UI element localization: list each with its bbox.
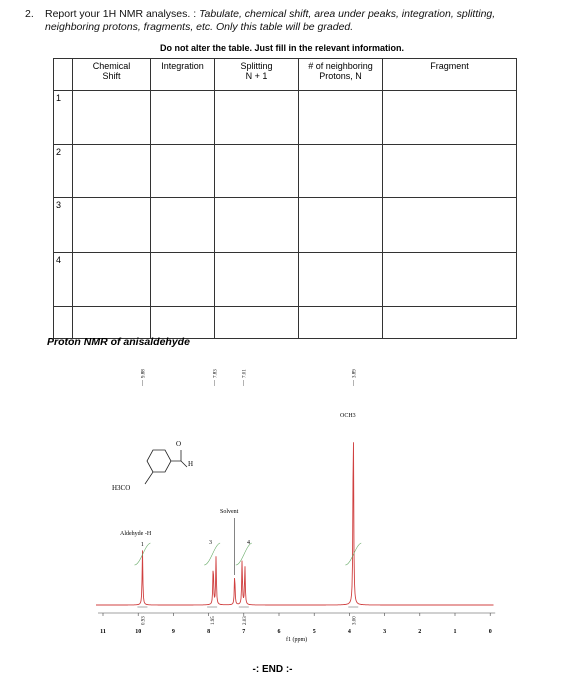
row-label [53,306,73,339]
question-lead: Report your 1H NMR analyses. : [45,8,200,20]
annotation: 1 [141,542,144,548]
answer-cell [298,252,383,307]
annotation: O [176,440,181,448]
x-tick-label: 3 [383,629,386,635]
x-tick-label: 8 [207,629,210,635]
peak-label: 9.88 [141,369,146,378]
table-note: Do not alter the table. Just fill in the… [159,43,405,53]
answer-cell [150,197,215,253]
integral-curve [204,542,221,566]
table-row [53,306,517,339]
peak-label: 3.89 [352,369,357,378]
spectrum-title: Proton NMR of anisaldehyde [47,336,190,348]
integral-curve [345,542,362,566]
x-tick-label: 7 [242,629,245,635]
row-label: 3 [53,197,73,253]
answer-cell [382,90,517,145]
annotation: H3CO [112,484,130,492]
table-row: 4 [53,252,517,307]
header-cell: Fragment [382,58,517,91]
header-cell: # of neighboring Protons, N [298,58,383,91]
integral-label: 0.93 [141,616,146,625]
answer-cell [382,144,517,198]
question: 2. Report your 1H NMR analyses. : Tabula… [25,8,545,34]
answer-cell [150,144,215,198]
answer-cell [72,90,151,145]
x-tick-label: 6 [278,629,281,635]
answer-cell [298,197,383,253]
peak-label: 7.83 [214,369,219,378]
nmr-spectrum: 11 10 9 8 7 6 5 4 3 2 1 0f1 (ppm)9.88 7.83 7.01 3.890.… [96,369,496,643]
answer-cell [72,252,151,307]
answer-cell [72,144,151,198]
x-tick-label: 10 [135,629,141,635]
annotation: 4 [247,540,250,546]
answer-cell [72,197,151,253]
answer-cell [214,197,299,253]
table-row: 2 [53,144,517,198]
integral-label: 2.03 [243,616,248,625]
x-tick-label: 11 [100,629,106,635]
answer-cell [382,306,517,339]
x-tick-label: 4 [348,629,351,635]
annotation: 3 [209,540,212,546]
integral-label: 1.95 [211,616,216,625]
header-cell [53,58,73,91]
answer-cell [298,90,383,145]
answer-cell [214,306,299,339]
structure [144,449,188,485]
table-row: 3 [53,197,517,253]
header-cell: Splitting N + 1 [214,58,299,91]
spectrum-trace [96,442,494,606]
peak-label: 7.01 [242,369,247,378]
footer: -: END :- [252,664,293,675]
question-number: 2. [25,8,34,20]
answer-cell [382,197,517,253]
x-tick-label: 2 [418,629,421,635]
answer-cell [72,306,151,339]
answer-cell [214,90,299,145]
row-label: 2 [53,144,73,198]
x-axis-label: f1 (ppm) [286,636,307,643]
question-instruction: Tabulate, chemical shift, area under pea… [45,8,496,33]
x-tick-label: 9 [172,629,175,635]
row-label: 1 [53,90,73,145]
integral-label: 3.00 [352,616,357,625]
annotation: H [188,460,193,468]
header-cell: Chemical Shift [72,58,151,91]
table-row: 1 [53,90,517,145]
answer-cell [150,90,215,145]
integral-curve [235,542,252,566]
answer-cell [214,252,299,307]
answer-cell [150,252,215,307]
row-label: 4 [53,252,73,307]
answer-cell [150,306,215,339]
annotation: Aldehyde -H [120,531,152,537]
header-cell: Integration [150,58,215,91]
answer-table: Chemical Shift Integration Splitting N + 1… [53,58,517,339]
x-tick-label: 0 [489,629,492,635]
header-row: Chemical Shift Integration Splitting N + 1… [53,58,517,91]
answer-cell [298,306,383,339]
annotation: Solvent [220,509,239,515]
annotation: OCH3 [340,413,356,419]
answer-cell [214,144,299,198]
integral-curve [134,542,151,566]
x-tick-label: 1 [454,629,457,635]
answer-cell [298,144,383,198]
answer-cell [382,252,517,307]
x-tick-label: 5 [313,629,316,635]
